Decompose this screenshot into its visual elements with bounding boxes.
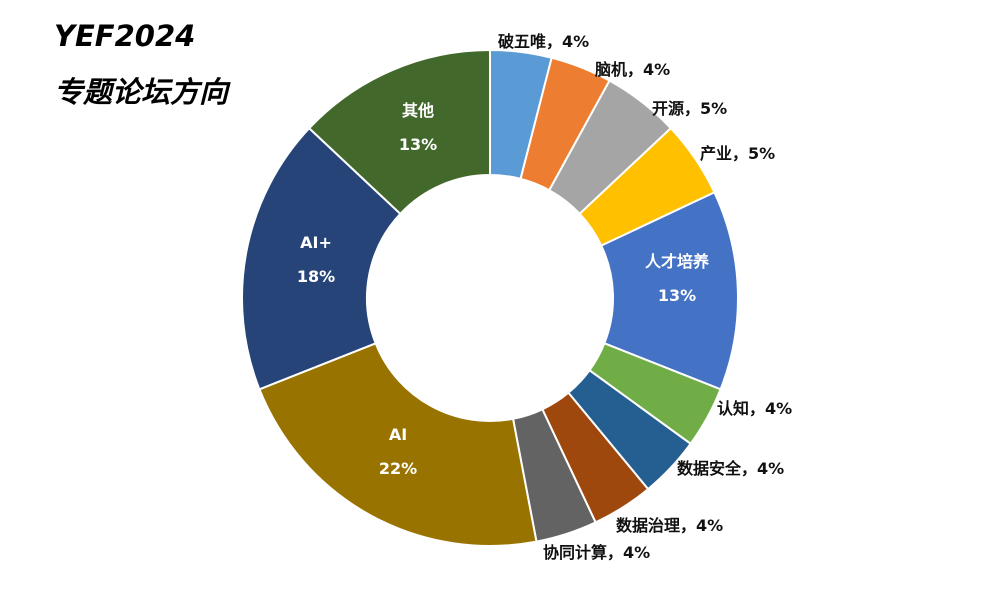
data-label-数据安全: 数据安全，4% [677, 459, 784, 478]
data-label-协同计算: 协同计算，4% [543, 543, 650, 562]
data-label-name-AI: AI [389, 425, 407, 444]
chart-title-line-2: 专题论坛方向 [54, 75, 229, 109]
slice-人才培养 [599, 191, 739, 391]
data-label-开源: 开源，5% [652, 99, 727, 118]
donut-slices [241, 48, 739, 547]
donut-labels: 破五唯，4% 脑机，4% 开源，5% 产业，5% 人才培养 13% 认知，4% 数据安全，4%… [297, 32, 792, 562]
slice-AI+ [241, 126, 402, 391]
data-label-破五唯: 破五唯，4% [498, 32, 589, 51]
data-label-name-人才培养: 人才培养 [645, 252, 710, 271]
chart-title-line-1: YEF2024 [54, 19, 196, 53]
data-label-脑机: 脑机，4% [595, 60, 670, 79]
data-label-pct-其他: 13% [399, 135, 437, 154]
data-label-pct-人才培养: 13% [658, 286, 696, 305]
chart-title: YEF2024 专题论坛方向 [54, 22, 228, 107]
data-label-数据治理: 数据治理，4% [616, 516, 723, 535]
data-label-name-AI+: AI+ [300, 233, 332, 252]
data-label-name-其他: 其他 [402, 101, 434, 120]
data-label-产业: 产业，5% [700, 144, 775, 163]
slice-AI [258, 341, 538, 547]
data-label-pct-AI: 22% [379, 459, 417, 478]
data-label-认知: 认知，4% [717, 399, 792, 418]
slice-其他 [307, 48, 491, 216]
data-label-pct-AI+: 18% [297, 267, 335, 286]
